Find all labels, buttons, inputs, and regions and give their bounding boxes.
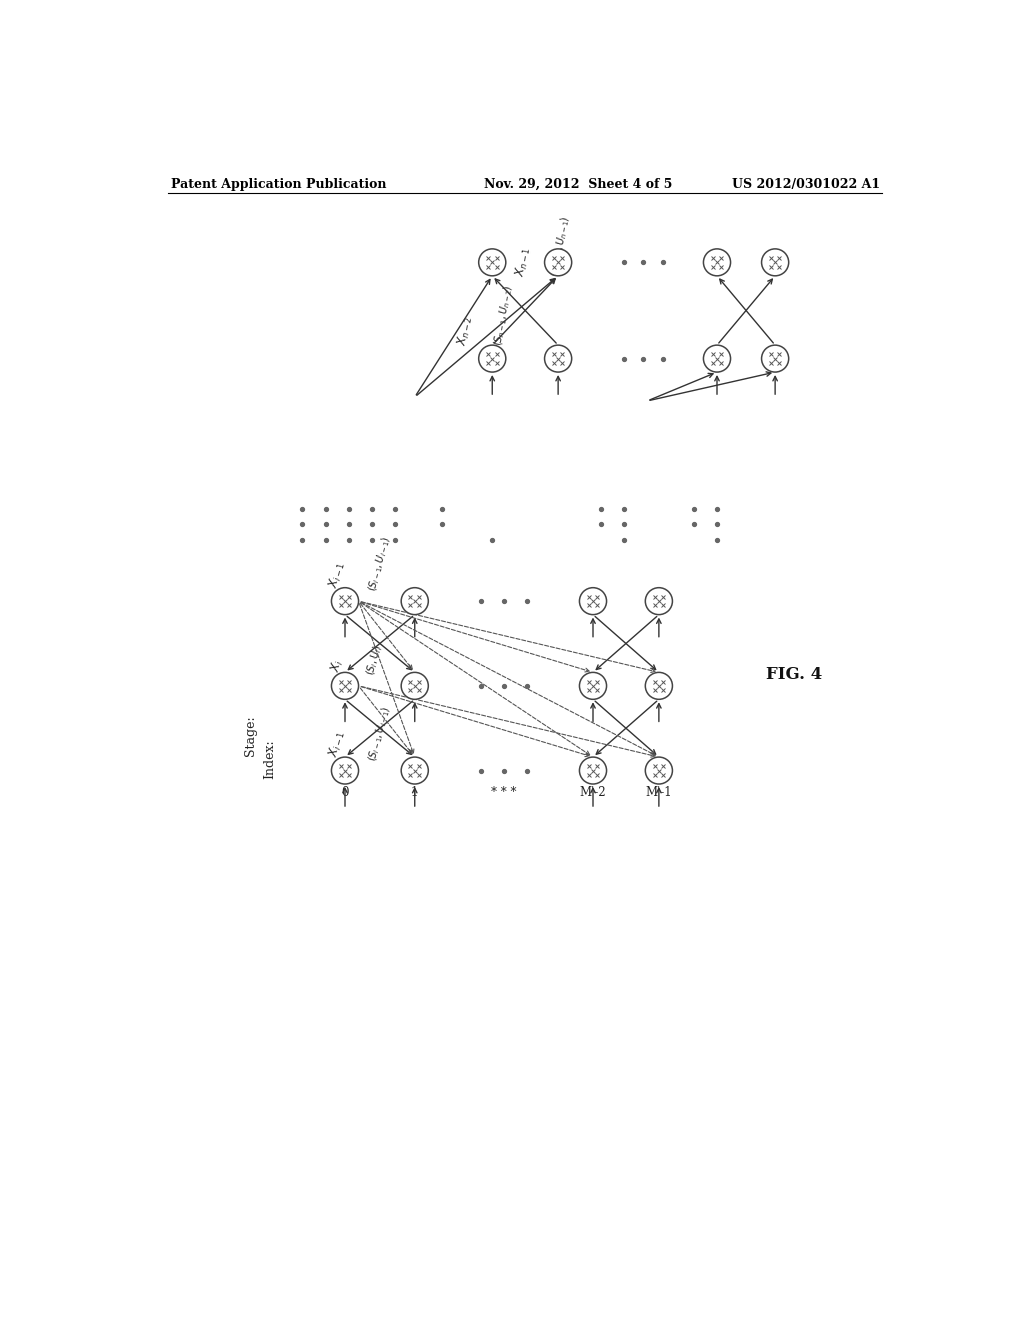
Circle shape (703, 345, 730, 372)
Circle shape (332, 587, 358, 615)
Text: $(S_{i-1},U_{i-1})$: $(S_{i-1},U_{i-1})$ (366, 535, 394, 594)
Text: $(S_{i-1},U_{i-1})$: $(S_{i-1},U_{i-1})$ (366, 705, 394, 763)
Circle shape (645, 672, 673, 700)
Circle shape (703, 249, 730, 276)
Text: US 2012/0301022 A1: US 2012/0301022 A1 (731, 178, 880, 190)
Circle shape (545, 345, 571, 372)
Circle shape (645, 758, 673, 784)
Circle shape (545, 249, 571, 276)
Text: $(S_{n-1},U_{n-2})$: $(S_{n-1},U_{n-2})$ (492, 284, 516, 347)
Circle shape (762, 249, 788, 276)
Circle shape (762, 345, 788, 372)
Text: * * *: * * * (492, 785, 517, 799)
Circle shape (478, 345, 506, 372)
Text: 0: 0 (341, 785, 349, 799)
Text: $X_{n-2}$: $X_{n-2}$ (455, 314, 475, 347)
Circle shape (401, 672, 428, 700)
Text: M'-1: M'-1 (645, 785, 672, 799)
Circle shape (645, 587, 673, 615)
Text: Index:: Index: (263, 739, 276, 779)
Circle shape (478, 249, 506, 276)
Circle shape (580, 672, 606, 700)
Text: Nov. 29, 2012  Sheet 4 of 5: Nov. 29, 2012 Sheet 4 of 5 (484, 178, 673, 190)
Circle shape (401, 758, 428, 784)
Text: $(S_i,U_i)$: $(S_i,U_i)$ (364, 643, 385, 677)
Text: Stage:: Stage: (245, 715, 257, 756)
Text: $X_{n-1}$: $X_{n-1}$ (513, 246, 534, 277)
Circle shape (401, 587, 428, 615)
Text: $(S_{n-1},U_{n-1})$: $(S_{n-1},U_{n-1})$ (549, 215, 572, 277)
Text: $X_{i-1}$: $X_{i-1}$ (327, 560, 348, 590)
Text: 1: 1 (411, 785, 419, 799)
Text: M'-2: M'-2 (580, 785, 606, 799)
Circle shape (580, 758, 606, 784)
Circle shape (332, 758, 358, 784)
Text: FIG. 4: FIG. 4 (766, 665, 822, 682)
Text: Patent Application Publication: Patent Application Publication (171, 178, 386, 190)
Circle shape (332, 672, 358, 700)
Text: $X_i$: $X_i$ (329, 659, 346, 675)
Circle shape (580, 587, 606, 615)
Text: $X_{i-1}$: $X_{i-1}$ (327, 729, 348, 759)
